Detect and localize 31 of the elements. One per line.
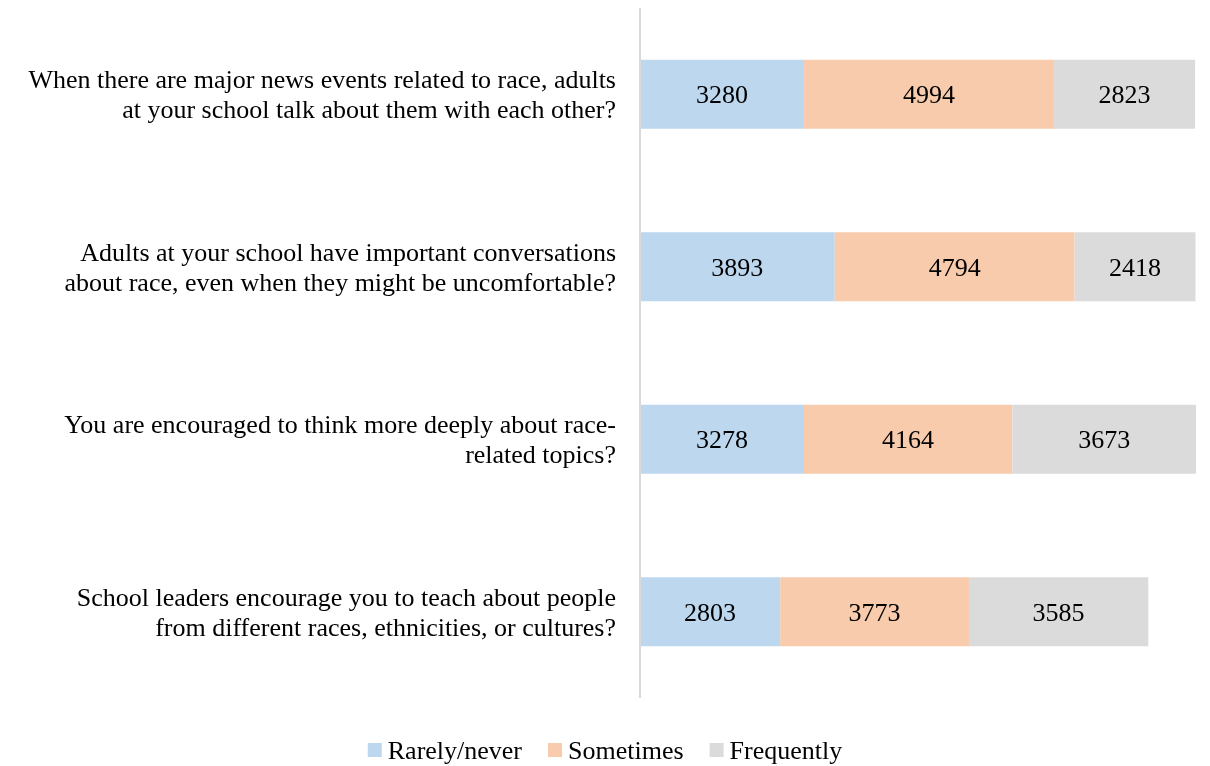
bar	[804, 59, 1054, 129]
bar	[1074, 232, 1196, 302]
y-tick-label: Adults at your school have important conversations about race, even when they might be uncomfortable?	[64, 237, 616, 297]
bar	[640, 404, 804, 474]
bar	[640, 577, 781, 647]
data-label: 4994	[902, 80, 955, 110]
bar	[780, 577, 969, 647]
data-label: 4164	[882, 425, 935, 455]
bar	[640, 59, 805, 129]
data-label: 4794	[928, 252, 981, 282]
data-label: 2418	[1109, 252, 1162, 282]
legend-label: Rarely/never	[387, 736, 523, 766]
bar	[968, 577, 1149, 647]
legend-label: Frequently	[729, 736, 843, 766]
data-label: 3278	[695, 425, 748, 455]
data-label: 3773	[848, 597, 901, 627]
legend-label: Sometimes	[568, 736, 684, 766]
data-label: 3893	[711, 252, 764, 282]
bar	[803, 404, 1013, 474]
y-tick-label: School leaders encourage you to teach about people from different races, ethnicities, or cultures?	[76, 582, 616, 642]
data-label: 3673	[1078, 425, 1131, 455]
y-tick-label: You are encouraged to think more deeply about race-related topics?	[64, 410, 616, 470]
bar	[1012, 404, 1196, 474]
data-label: 3585	[1032, 597, 1085, 627]
data-label: 3280	[696, 80, 749, 110]
data-label: 2823	[1098, 80, 1151, 110]
bar	[834, 232, 1075, 302]
data-label: 2803	[684, 597, 737, 627]
bar	[640, 232, 835, 302]
y-tick-label: When there are major news events related to race, adults at your school talk about them with each other?	[28, 65, 616, 125]
bar	[1053, 59, 1196, 129]
